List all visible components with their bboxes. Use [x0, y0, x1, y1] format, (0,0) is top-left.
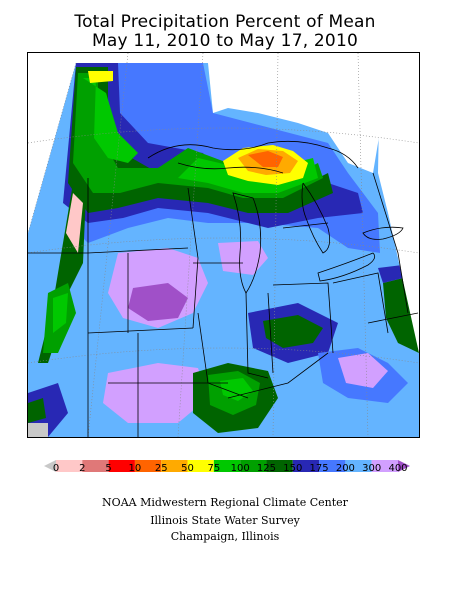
legend-swatch: [319, 460, 346, 472]
boundaries: [28, 140, 419, 437]
legend-swatch: [134, 460, 162, 472]
legend-tick-label: 100: [230, 463, 250, 474]
legend-tick-label: 150: [283, 463, 303, 474]
legend-tick-label: 125: [256, 463, 276, 474]
legend-tick-label: 2: [79, 463, 86, 474]
legend-tick-label: 75: [207, 463, 221, 474]
graticule: [28, 53, 419, 437]
legend-swatch: [345, 460, 372, 472]
legend-tick-label: 400: [388, 463, 408, 474]
map-canvas: [28, 53, 419, 437]
legend-tick-label: 200: [335, 463, 355, 474]
legend-swatch: [371, 460, 398, 472]
legend-tick-label: 0: [52, 463, 60, 474]
credit-survey: Illinois State Water Survey: [150, 514, 300, 527]
precipitation-map: [27, 52, 420, 438]
legend-arrow-high: [398, 460, 410, 472]
legend-swatch: [56, 460, 83, 472]
legend-labels: 0 2 5 10 25 50 75 100 125 150 175 200 300 400: [44, 463, 410, 477]
legend-swatch: [161, 460, 188, 472]
legend-swatch: [213, 460, 241, 472]
credit-location: Champaign, Illinois: [170, 530, 280, 543]
legend-swatch: [187, 460, 214, 472]
map-title: Total Precipitation Percent of Mean: [74, 12, 376, 32]
legend-tick-label: 5: [105, 463, 112, 474]
color-legend: [44, 460, 410, 472]
precip-field: [28, 63, 419, 437]
legend-tick-label: 50: [181, 463, 194, 474]
legend-swatch: [82, 460, 109, 472]
legend-swatch: [266, 460, 293, 472]
credit-organization: NOAA Midwestern Regional Climate Center: [102, 496, 348, 509]
legend-tick-label: 25: [154, 463, 168, 474]
legend-swatch: [240, 460, 267, 472]
legend-swatch: [292, 460, 320, 472]
legend-tick-label: 10: [128, 463, 142, 474]
legend-tick-label: 175: [309, 463, 329, 474]
map-date-range: May 11, 2010 to May 17, 2010: [92, 31, 358, 51]
legend-tick-label: 300: [362, 463, 382, 474]
legend-arrow-low: [44, 460, 56, 472]
legend-swatch: [108, 460, 135, 472]
